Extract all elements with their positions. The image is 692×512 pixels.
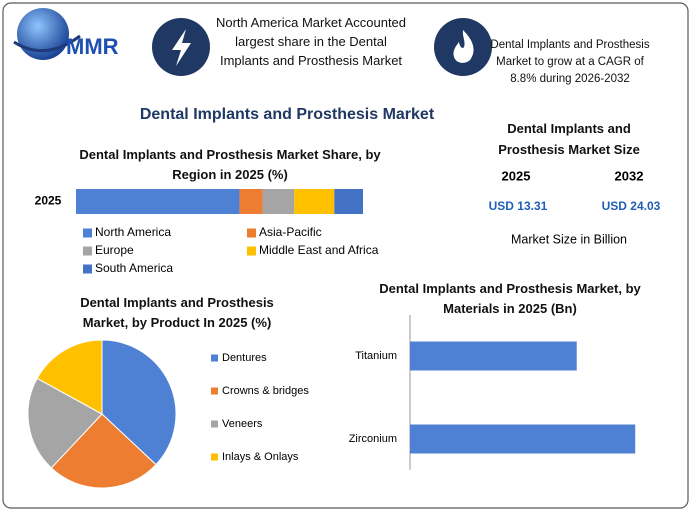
legend-swatch — [83, 264, 92, 274]
legend-label: Middle East and Africa — [259, 243, 379, 257]
legend-label: Crowns & bridges — [222, 385, 309, 397]
lightning-icon — [172, 29, 191, 66]
pie-slice — [101, 339, 177, 466]
y-tick-label: 2025 — [35, 194, 62, 208]
y-tick-label: Titanium — [355, 350, 397, 362]
size-value: USD 13.31 — [489, 199, 548, 213]
chart-title: Dental Implants and Prosthesis Market, b… — [379, 281, 641, 316]
legend-label: Asia-Pacific — [259, 225, 322, 239]
main-title: Dental Implants and Prosthesis Market — [139, 106, 435, 123]
fact-text: Dental Implants and Prosthesis Market to… — [490, 39, 650, 85]
bar — [410, 341, 577, 371]
bar — [410, 424, 636, 454]
size-value: USD 24.03 — [602, 199, 661, 213]
fact-text: North America Market Accounted largest s… — [215, 15, 407, 68]
icon-circle — [434, 18, 492, 76]
legend-label: North America — [95, 225, 171, 239]
year-label: 2025 — [502, 168, 531, 183]
pie-slice — [50, 413, 157, 489]
bar-segment — [76, 189, 240, 214]
year-label: 2032 — [615, 168, 644, 183]
legend-label: Inlays & Onlays — [222, 451, 299, 463]
legend-swatch — [83, 228, 92, 238]
chart-title: Dental Implants and Prosthesis Market Sh… — [79, 147, 381, 182]
chart-title: Dental Implants and Prosthesis Market, b… — [80, 295, 274, 330]
pie-slice — [27, 377, 103, 469]
logo-text: MMR — [66, 34, 119, 59]
legend-swatch — [211, 453, 218, 461]
legend-swatch — [211, 387, 218, 395]
y-tick-label: Zirconium — [349, 433, 397, 445]
bar-segment — [262, 189, 295, 214]
legend-label: Veneers — [222, 418, 263, 430]
flame-icon — [453, 30, 474, 63]
bar-segment — [334, 189, 363, 214]
pie-slice — [36, 339, 103, 415]
legend-swatch — [83, 246, 92, 256]
bar-segment — [294, 189, 335, 214]
size-note: Market Size in Billion — [511, 232, 627, 246]
legend-label: South America — [95, 261, 173, 275]
size-title: Dental Implants and Prosthesis Market Si… — [498, 121, 640, 157]
legend-swatch — [211, 354, 218, 362]
bar-segment — [239, 189, 263, 214]
legend-swatch — [247, 228, 256, 238]
legend-swatch — [211, 420, 218, 428]
legend-label: Dentures — [222, 352, 267, 364]
legend-label: Europe — [95, 243, 134, 257]
legend-swatch — [247, 246, 256, 256]
logo-swoosh — [13, 34, 81, 53]
